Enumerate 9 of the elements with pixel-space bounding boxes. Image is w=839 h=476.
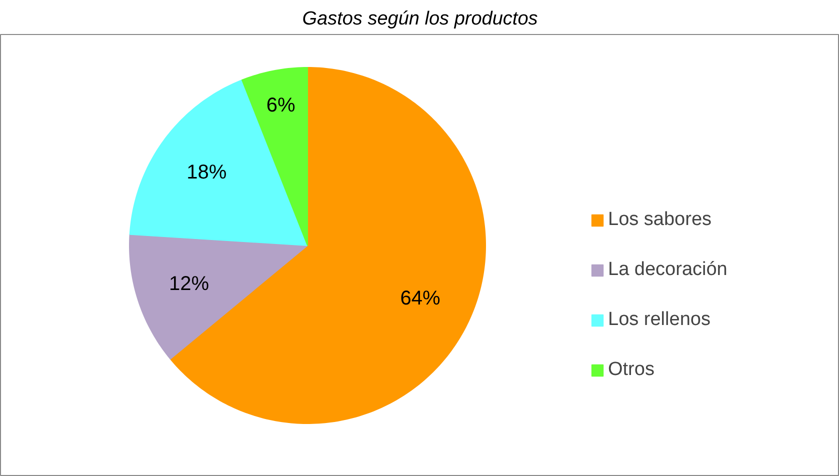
legend-label: Los rellenos: [608, 309, 710, 331]
data-label: 12%: [168, 273, 210, 296]
data-label: 18%: [186, 161, 227, 184]
data-label: 6%: [266, 94, 296, 117]
legend-label: Otros: [608, 359, 654, 381]
data-label: 64%: [400, 288, 440, 310]
chart-title: Gastos según los productos: [302, 8, 538, 30]
legend-label: Los sabores: [608, 209, 712, 231]
legend-label: La decoración: [608, 259, 728, 281]
